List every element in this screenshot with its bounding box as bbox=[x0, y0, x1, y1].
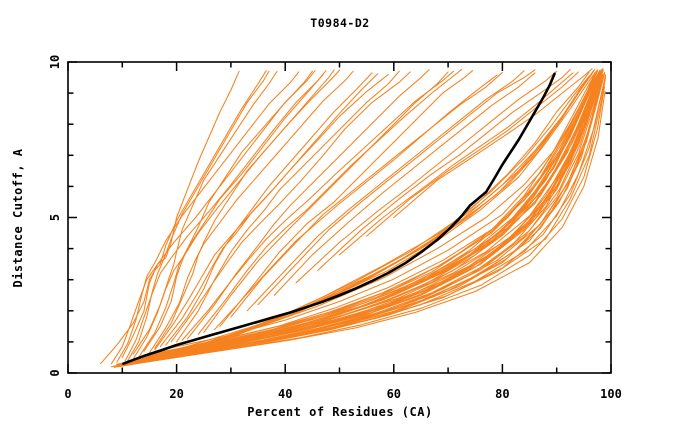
ensemble-curve bbox=[116, 71, 300, 363]
ensemble-curve bbox=[338, 72, 574, 256]
x-tick-label: 100 bbox=[600, 387, 622, 401]
ensemble-curve bbox=[170, 71, 411, 343]
x-tick-label: 80 bbox=[495, 387, 509, 401]
x-tick-label: 60 bbox=[387, 387, 401, 401]
ensemble-curve bbox=[148, 70, 354, 354]
ensemble-curve bbox=[219, 70, 474, 327]
ensemble-curve bbox=[186, 69, 430, 340]
ensemble-curve bbox=[110, 70, 313, 365]
axis-tick-labels: 0 20 40 60 80 100 0 5 10 bbox=[48, 55, 622, 401]
ensemble-curve bbox=[135, 69, 604, 361]
ensemble-curve bbox=[246, 70, 525, 312]
ensemble-curve bbox=[203, 71, 449, 334]
ensemble-curve bbox=[366, 71, 579, 237]
ensemble-curve bbox=[124, 70, 327, 362]
ensemble-curve bbox=[131, 77, 607, 364]
ensemble-curve bbox=[126, 77, 604, 365]
x-tick-label: 0 bbox=[64, 387, 71, 401]
ensemble-curve bbox=[154, 73, 389, 351]
ensemble-curve bbox=[273, 72, 536, 296]
y-tick-label: 0 bbox=[48, 369, 62, 376]
y-tick-label: 5 bbox=[48, 214, 62, 221]
highlight-curve bbox=[122, 72, 556, 365]
ensemble-curve bbox=[138, 73, 324, 358]
x-tick-label: 40 bbox=[278, 387, 292, 401]
ensemble-curve bbox=[117, 91, 606, 368]
x-axis-title: Percent of Residues (CA) bbox=[247, 405, 432, 419]
series-layer bbox=[100, 68, 607, 368]
ensemble-curve bbox=[132, 72, 606, 363]
ensemble-curve bbox=[181, 70, 455, 341]
ensemble-curve bbox=[127, 70, 270, 362]
ensemble-curve bbox=[257, 69, 536, 306]
ensemble-curve bbox=[132, 70, 603, 362]
ensemble-curve bbox=[159, 70, 595, 357]
ensemble-curve bbox=[295, 70, 558, 284]
ensemble-curve bbox=[127, 69, 598, 363]
ensemble-curve bbox=[197, 68, 463, 335]
ensemble-curve bbox=[148, 75, 596, 355]
ensemble-curve bbox=[148, 75, 601, 355]
ensemble-curve bbox=[214, 74, 498, 330]
x-tick-label: 20 bbox=[169, 387, 183, 401]
ensemble-curve bbox=[230, 72, 503, 318]
ensemble-curve bbox=[140, 72, 600, 359]
y-tick-label: 10 bbox=[48, 55, 62, 69]
ensemble-curve bbox=[140, 80, 601, 359]
ensemble-curve bbox=[132, 69, 341, 360]
axis-ticks bbox=[67, 61, 612, 374]
plot-title: T0984-D2 bbox=[310, 16, 369, 30]
ensemble-curve bbox=[143, 77, 599, 358]
ensemble-curve bbox=[154, 69, 335, 349]
ensemble-curve bbox=[393, 68, 593, 219]
y-axis-title: Distance Cutoff, A bbox=[11, 148, 25, 287]
ensemble-curve bbox=[121, 70, 240, 358]
ensemble-curve bbox=[317, 68, 571, 271]
ensemble-curve bbox=[165, 72, 373, 346]
